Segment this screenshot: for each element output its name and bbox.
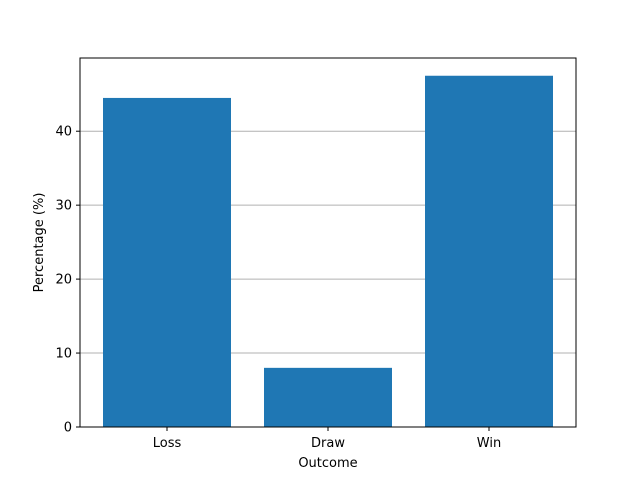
bars bbox=[103, 75, 553, 428]
x-tick-label: Loss bbox=[153, 436, 182, 451]
x-tick-label: Win bbox=[477, 436, 501, 451]
bar-loss bbox=[103, 97, 231, 428]
y-tick-label: 30 bbox=[55, 199, 72, 214]
y-tick-label: 20 bbox=[55, 273, 72, 288]
bar-win bbox=[425, 75, 553, 427]
bar-draw bbox=[264, 367, 392, 427]
y-tick-label: 10 bbox=[55, 347, 72, 362]
x-axis-ticks: Loss Draw Win bbox=[153, 427, 501, 451]
y-tick-label: 40 bbox=[55, 125, 72, 140]
x-axis-label: Outcome bbox=[298, 456, 357, 471]
y-tick-label: 0 bbox=[64, 421, 72, 436]
y-axis-ticks: 0 10 20 30 40 bbox=[55, 125, 80, 436]
y-axis-label: Percentage (%) bbox=[32, 193, 47, 293]
x-tick-label: Draw bbox=[311, 436, 345, 451]
